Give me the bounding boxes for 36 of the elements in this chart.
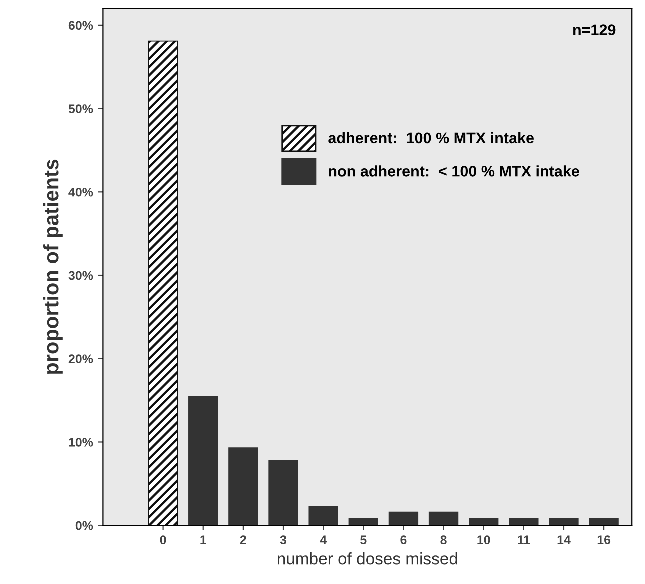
- x-tick-label: 3: [280, 536, 287, 545]
- bar: [589, 518, 619, 526]
- bar: [268, 460, 298, 526]
- bar: [188, 396, 218, 526]
- x-tick-label: 11: [518, 536, 530, 544]
- bar: [388, 512, 419, 526]
- bar: [348, 518, 378, 526]
- x-tick-label: 1: [200, 536, 206, 544]
- x-tick-label: 2: [240, 536, 246, 544]
- y-tick-label: 10%: [69, 438, 94, 447]
- bar: [549, 518, 579, 526]
- y-tick-label: 40%: [68, 188, 94, 197]
- bar: [228, 448, 258, 526]
- x-tick-label: 10: [478, 536, 490, 545]
- x-tick-label: 0: [160, 536, 166, 545]
- legend-label: non adherent: < 100 % MTX intake: [329, 166, 580, 177]
- bar: [509, 518, 539, 526]
- bar: [308, 506, 338, 526]
- y-tick-label: 20%: [68, 354, 94, 364]
- y-tick-label: 60%: [68, 21, 94, 30]
- y-axis-title: proportion of patients: [43, 160, 63, 374]
- bar: [469, 518, 499, 526]
- x-tick-label: 4: [320, 536, 327, 544]
- x-tick-label: 14: [558, 536, 571, 544]
- bar: [428, 512, 459, 526]
- legend-label: adherent: 100 % MTX intake: [328, 132, 534, 144]
- y-tick-label: 0%: [76, 521, 94, 530]
- y-tick-label: 50%: [68, 104, 94, 114]
- x-tick-label: 16: [598, 536, 611, 545]
- y-tick-label: 30%: [68, 271, 94, 280]
- x-tick-label: 6: [400, 536, 407, 545]
- x-tick-label: 5: [360, 536, 367, 545]
- bar: [148, 40, 178, 526]
- annotation: n=129: [574, 24, 616, 36]
- x-tick-label: 8: [440, 536, 447, 545]
- x-axis-title: number of doses missed: [278, 552, 458, 565]
